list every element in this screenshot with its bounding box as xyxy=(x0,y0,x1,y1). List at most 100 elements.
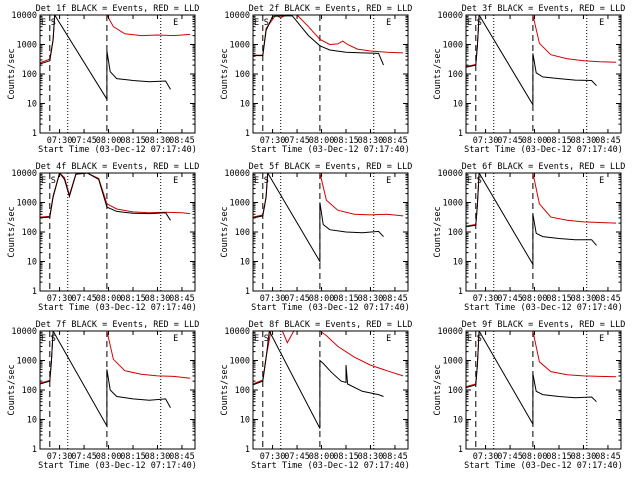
y-tick-label: 100 xyxy=(235,228,250,238)
x-tick-label: 07:30 xyxy=(260,452,286,462)
y-tick-label: 10000 xyxy=(224,11,250,21)
marker-label: E xyxy=(599,18,604,28)
y-tick-label: 10 xyxy=(27,258,37,268)
y-tick-label: 10000 xyxy=(437,327,463,337)
y-tick-label: 1000 xyxy=(230,41,250,51)
marker-label: E xyxy=(599,176,604,186)
x-tick-label: 08:00 xyxy=(96,294,122,304)
x-tick-label: 07:45 xyxy=(71,452,97,462)
y-tick-label: 1 xyxy=(245,287,250,297)
x-tick-label: 07:45 xyxy=(284,136,310,146)
marker-label: E xyxy=(173,334,178,344)
x-tick-label: 07:30 xyxy=(473,452,499,462)
y-tick-label: 1000 xyxy=(443,41,463,51)
x-tick-label: 07:45 xyxy=(497,294,523,304)
marker-label: E xyxy=(467,176,472,186)
marker-label: E xyxy=(599,334,604,344)
x-tick-label: 07:45 xyxy=(497,136,523,146)
x-tick-label: 08:15 xyxy=(120,294,146,304)
y-axis-title: Counts/sec xyxy=(433,206,443,257)
y-tick-label: 1 xyxy=(245,129,250,139)
events-series-line xyxy=(253,15,384,66)
x-tick-label: 08:15 xyxy=(333,452,359,462)
y-axis-title: Counts/sec xyxy=(7,48,17,99)
marker-label: E xyxy=(254,176,259,186)
x-tick-label: 07:45 xyxy=(71,136,97,146)
events-series-line xyxy=(466,331,597,426)
y-tick-label: 10 xyxy=(240,258,250,268)
marker-label: E xyxy=(254,18,259,28)
x-tick-label: 07:30 xyxy=(260,136,286,146)
marker-label: E xyxy=(173,176,178,186)
marker-label: S xyxy=(477,18,482,28)
lld-series-line xyxy=(466,173,617,227)
marker-label: E xyxy=(386,334,391,344)
lld-series-line xyxy=(40,15,191,64)
y-tick-label: 100 xyxy=(22,70,37,80)
x-tick-label: 08:45 xyxy=(169,452,195,462)
x-axis-title: Start Time (03-Dec-12 07:17:40) xyxy=(464,461,623,471)
panel-title: Det 8f BLACK = Events, RED = LLD xyxy=(249,320,413,330)
plot-frame xyxy=(252,172,409,292)
y-axis-title: Counts/sec xyxy=(7,206,17,257)
panel-title: Det 3f BLACK = Events, RED = LLD xyxy=(462,4,626,14)
events-series-line xyxy=(253,331,384,429)
x-tick-label: 08:15 xyxy=(120,452,146,462)
y-tick-label: 1 xyxy=(32,129,37,139)
lld-series-line xyxy=(466,15,617,67)
y-tick-label: 10 xyxy=(240,416,250,426)
marker-label: S xyxy=(477,334,482,344)
x-tick-label: 08:45 xyxy=(382,294,408,304)
events-series-line xyxy=(253,173,384,264)
panel-title: Det 5f BLACK = Events, RED = LLD xyxy=(249,162,413,172)
events-series-line xyxy=(466,15,597,107)
y-tick-label: 1 xyxy=(245,445,250,455)
y-tick-label: 1 xyxy=(458,445,463,455)
y-tick-label: 1000 xyxy=(17,41,37,51)
y-tick-label: 1 xyxy=(458,129,463,139)
y-tick-label: 100 xyxy=(235,386,250,396)
x-tick-label: 08:45 xyxy=(595,452,621,462)
y-tick-label: 10000 xyxy=(224,327,250,337)
y-tick-label: 1 xyxy=(458,287,463,297)
events-series-line xyxy=(40,331,171,428)
marker-label: S xyxy=(477,176,482,186)
y-tick-label: 1000 xyxy=(17,199,37,209)
plot-frame xyxy=(252,330,409,450)
lld-series-line xyxy=(253,173,404,218)
lld-series-line xyxy=(466,331,617,388)
y-axis-title: Counts/sec xyxy=(220,206,230,257)
x-tick-label: 08:00 xyxy=(522,136,548,146)
marker-label: S xyxy=(51,176,56,186)
panel-title: Det 7f BLACK = Events, RED = LLD xyxy=(36,320,200,330)
y-tick-label: 100 xyxy=(22,386,37,396)
y-tick-label: 100 xyxy=(448,386,463,396)
x-axis-title: Start Time (03-Dec-12 07:17:40) xyxy=(38,145,197,155)
y-tick-label: 10000 xyxy=(11,11,37,21)
x-tick-label: 08:30 xyxy=(358,136,384,146)
y-tick-label: 10 xyxy=(453,416,463,426)
y-tick-label: 10000 xyxy=(437,11,463,21)
x-tick-label: 08:00 xyxy=(96,452,122,462)
y-tick-label: 100 xyxy=(448,70,463,80)
x-axis-title: Start Time (03-Dec-12 07:17:40) xyxy=(38,461,197,471)
y-tick-label: 1000 xyxy=(443,357,463,367)
marker-label: E xyxy=(173,18,178,28)
panel-title: Det 2f BLACK = Events, RED = LLD xyxy=(249,4,413,14)
panel-title: Det 4f BLACK = Events, RED = LLD xyxy=(36,162,200,172)
marker-label: S xyxy=(51,334,56,344)
y-axis-title: Counts/sec xyxy=(433,48,443,99)
x-tick-label: 08:45 xyxy=(595,294,621,304)
y-tick-label: 10000 xyxy=(11,327,37,337)
x-tick-label: 08:15 xyxy=(120,136,146,146)
panel-title: Det 9f BLACK = Events, RED = LLD xyxy=(462,320,626,330)
x-axis-title: Start Time (03-Dec-12 07:17:40) xyxy=(251,145,410,155)
marker-label: E xyxy=(467,334,472,344)
x-axis-title: Start Time (03-Dec-12 07:17:40) xyxy=(464,303,623,313)
